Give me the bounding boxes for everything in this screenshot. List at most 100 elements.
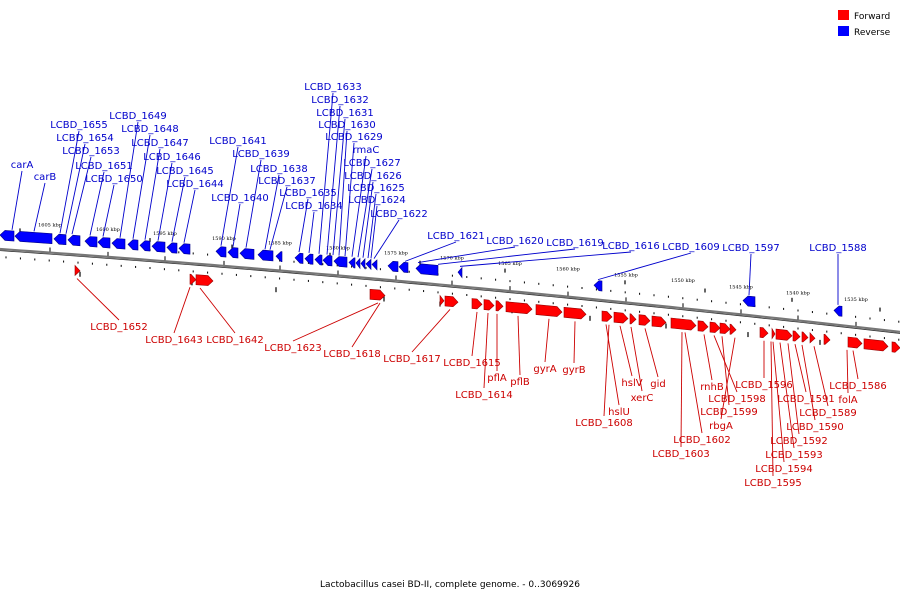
reverse-gene-label: LCBD_1639: [232, 149, 290, 160]
forward-gene-label: LCBD_1642: [206, 335, 264, 346]
forward-gene-label: gid: [650, 379, 665, 390]
label-leader-line: [713, 335, 738, 393]
label-leader-line: [684, 332, 703, 434]
label-leader-line: [362, 181, 374, 258]
label-leader-line: [132, 134, 151, 239]
label-leaders: [11, 92, 859, 477]
forward-gene-arrow: [563, 306, 587, 320]
kbp-tick-label: 1565 kbp: [498, 261, 522, 267]
forward-gene-arrow: [651, 315, 667, 328]
reverse-gene-arrow: [53, 233, 67, 246]
forward-gene-arrow: [638, 314, 651, 326]
legend-reverse-swatch: [838, 26, 849, 36]
forward-gene-arrow: [535, 304, 563, 317]
label-leader-line: [846, 349, 849, 394]
forward-gene-label: hslU: [608, 407, 630, 418]
reverse-gene-arrow: [239, 248, 255, 260]
map-caption: Lactobacillus casei BD-II, complete geno…: [320, 580, 580, 590]
label-leader-line: [357, 168, 373, 258]
kbp-tick-label: 1585 kbp: [268, 241, 292, 247]
reverse-gene-label: LCBD_1629: [325, 132, 383, 143]
reverse-gene-label: LCBD_1632: [311, 95, 369, 106]
forward-gene-arrow: [439, 294, 445, 307]
reverse-gene-label: LCBD_1637: [258, 176, 316, 187]
label-leader-line: [199, 287, 236, 334]
label-leader-line: [292, 302, 379, 342]
reverse-gene-arrow: [348, 257, 356, 269]
label-leader-line: [720, 337, 736, 420]
label-leader-line: [332, 118, 346, 256]
reverse-gene-label: LCBD_1644: [166, 179, 224, 190]
label-leader-line: [71, 156, 92, 235]
reverse-gene-label: LCBD_1616: [602, 241, 660, 252]
reverse-gene-arrow: [360, 257, 366, 270]
backbone-line: [0, 247, 900, 333]
forward-gene-arrow: [823, 333, 831, 345]
reverse-gene-arrow: [398, 261, 409, 273]
forward-gene-label: pflA: [487, 373, 507, 384]
label-leader-line: [772, 341, 785, 463]
label-leader-line: [173, 287, 191, 334]
forward-gene-arrow: [729, 323, 737, 335]
forward-gene-arrow: [613, 311, 629, 324]
reverse-gene-arrow: [227, 247, 239, 259]
reverse-gene-arrow: [127, 239, 139, 251]
kbp-tick-label: 1540 kbp: [786, 290, 810, 296]
forward-gene-arrow: [792, 330, 801, 342]
legend-forward-swatch: [838, 10, 849, 20]
label-leader-line: [308, 211, 315, 254]
kbp-tick-label: 1570 kbp: [440, 256, 464, 262]
kbp-tick-label: 1595 kbp: [153, 231, 177, 237]
label-leader-line: [33, 182, 46, 232]
reverse-gene-arrow: [257, 249, 274, 262]
forward-gene-label: LCBD_1602: [673, 435, 731, 446]
label-leader-line: [370, 205, 378, 259]
reverse-gene-label: LCBD_1624: [348, 195, 406, 206]
reverse-gene-arrow: [322, 255, 333, 267]
label-leader-line: [102, 184, 115, 237]
reverse-gene-label: LCBD_1631: [316, 108, 374, 119]
forward-gene-arrow: [775, 328, 793, 341]
forward-gene-arrow: [670, 317, 697, 331]
reverse-gene-label: LCBD_1627: [343, 158, 401, 169]
forward-gene-label: LCBD_1592: [770, 436, 828, 447]
label-leader-line: [411, 309, 451, 353]
kbp-tick-label: 1550 kbp: [671, 278, 695, 284]
reverse-gene-label: LCBD_1645: [156, 166, 214, 177]
reverse-gene-arrow: [67, 234, 81, 247]
forward-gene-arrow: [195, 274, 214, 286]
forward-gene-label: rbgA: [709, 421, 733, 432]
backbone-shadow: [0, 250, 900, 334]
label-leader-line: [183, 189, 196, 243]
forward-gene-label: LCBD_1617: [383, 354, 441, 365]
label-leader-line: [703, 334, 713, 381]
reverse-gene-arrow: [457, 266, 463, 279]
forward-gene-label: pflB: [510, 377, 530, 388]
reverse-gene-arrow: [0, 230, 15, 242]
forward-gene-label: gyrB: [562, 365, 585, 376]
label-leader-line: [351, 302, 381, 348]
kbp-tick-label: 1575 kbp: [384, 251, 408, 257]
reverse-gene-arrow: [387, 260, 399, 273]
kbp-tick-label: 1560 kbp: [556, 267, 580, 273]
reverse-gene-label: LCBD_1597: [722, 243, 780, 254]
label-leader-line: [483, 312, 489, 389]
label-leader-line: [471, 311, 478, 357]
label-leader-line: [573, 321, 576, 364]
forward-gene-label: rnhB: [700, 382, 724, 393]
forward-gene-label: LCBD_1589: [799, 408, 857, 419]
forward-gene-arrow: [189, 273, 197, 285]
label-leader-line: [373, 219, 400, 259]
label-leader-line: [597, 252, 692, 281]
reverse-gene-arrow: [593, 280, 603, 292]
reverse-gene-arrow: [215, 246, 227, 258]
forward-gene-arrow: [801, 331, 809, 343]
reverse-gene-label: LCBD_1650: [85, 174, 143, 185]
gene-labels: carAcarBLCBD_1655LCBD_1654LCBD_1653LCBD_…: [11, 82, 887, 489]
label-leader-line: [119, 121, 139, 238]
reverse-gene-arrow: [333, 256, 348, 268]
reverse-gene-arrow: [365, 258, 372, 271]
forward-gene-label: hslV: [621, 378, 642, 389]
forward-gene-arrow: [891, 341, 900, 353]
